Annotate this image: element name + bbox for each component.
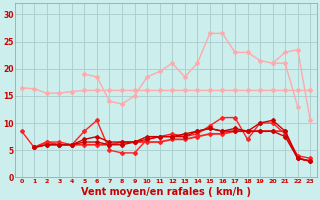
X-axis label: Vent moyen/en rafales ( km/h ): Vent moyen/en rafales ( km/h ) xyxy=(81,187,251,197)
